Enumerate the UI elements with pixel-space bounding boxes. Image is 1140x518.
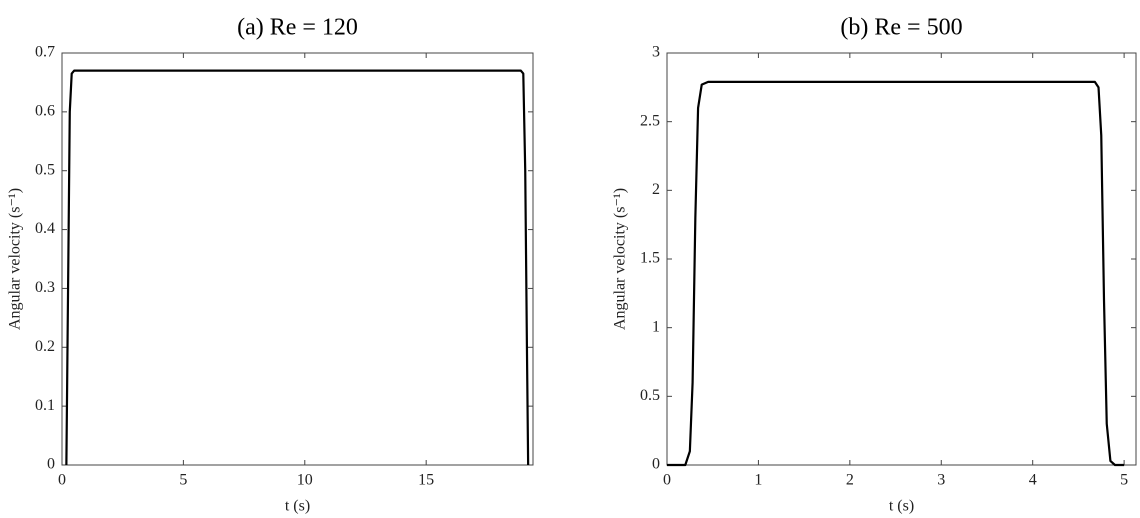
chart-title: (b) Re = 500 — [840, 15, 962, 41]
x-axis-label: t (s) — [889, 498, 914, 515]
y-tick-label: 0.2 — [35, 338, 55, 355]
y-tick-label: 0.4 — [35, 220, 55, 237]
chart-title: (a) Re = 120 — [237, 15, 358, 41]
x-tick-label: 4 — [1029, 472, 1037, 489]
x-tick-label: 0 — [663, 472, 671, 489]
x-tick-label: 5 — [1120, 472, 1128, 489]
x-tick-label: 15 — [418, 472, 434, 489]
x-tick-label: 1 — [754, 472, 762, 489]
y-tick-label: 0 — [652, 456, 660, 473]
x-tick-label: 0 — [58, 472, 66, 489]
plot-frame — [666, 52, 1137, 466]
y-tick-label: 1 — [652, 318, 660, 335]
y-tick-label: 0.6 — [35, 103, 55, 120]
y-axis-label: Angular velocity (s⁻¹) — [612, 188, 629, 330]
y-tick-label: 0.5 — [640, 387, 660, 404]
plot-frame — [61, 52, 534, 466]
line — [667, 80, 1125, 467]
y-tick-label: 0.7 — [35, 44, 55, 61]
y-tick-label: 0.1 — [35, 397, 55, 414]
x-axis-label: t (s) — [285, 498, 310, 515]
x-tick-label: 2 — [846, 472, 854, 489]
y-tick-label: 2.5 — [640, 112, 660, 129]
y-axis-label: Angular velocity (s⁻¹) — [7, 188, 24, 330]
y-tick-label: 3 — [652, 44, 660, 61]
y-tick-label: 2 — [652, 181, 660, 198]
y-tick-label: 0.5 — [35, 161, 55, 178]
y-tick-label: 1.5 — [640, 250, 660, 267]
x-tick-label: 10 — [297, 472, 313, 489]
y-tick-label: 0 — [47, 456, 55, 473]
x-tick-label: 5 — [179, 472, 187, 489]
line — [65, 69, 530, 466]
y-tick-label: 0.3 — [35, 279, 55, 296]
x-tick-label: 3 — [937, 472, 945, 489]
